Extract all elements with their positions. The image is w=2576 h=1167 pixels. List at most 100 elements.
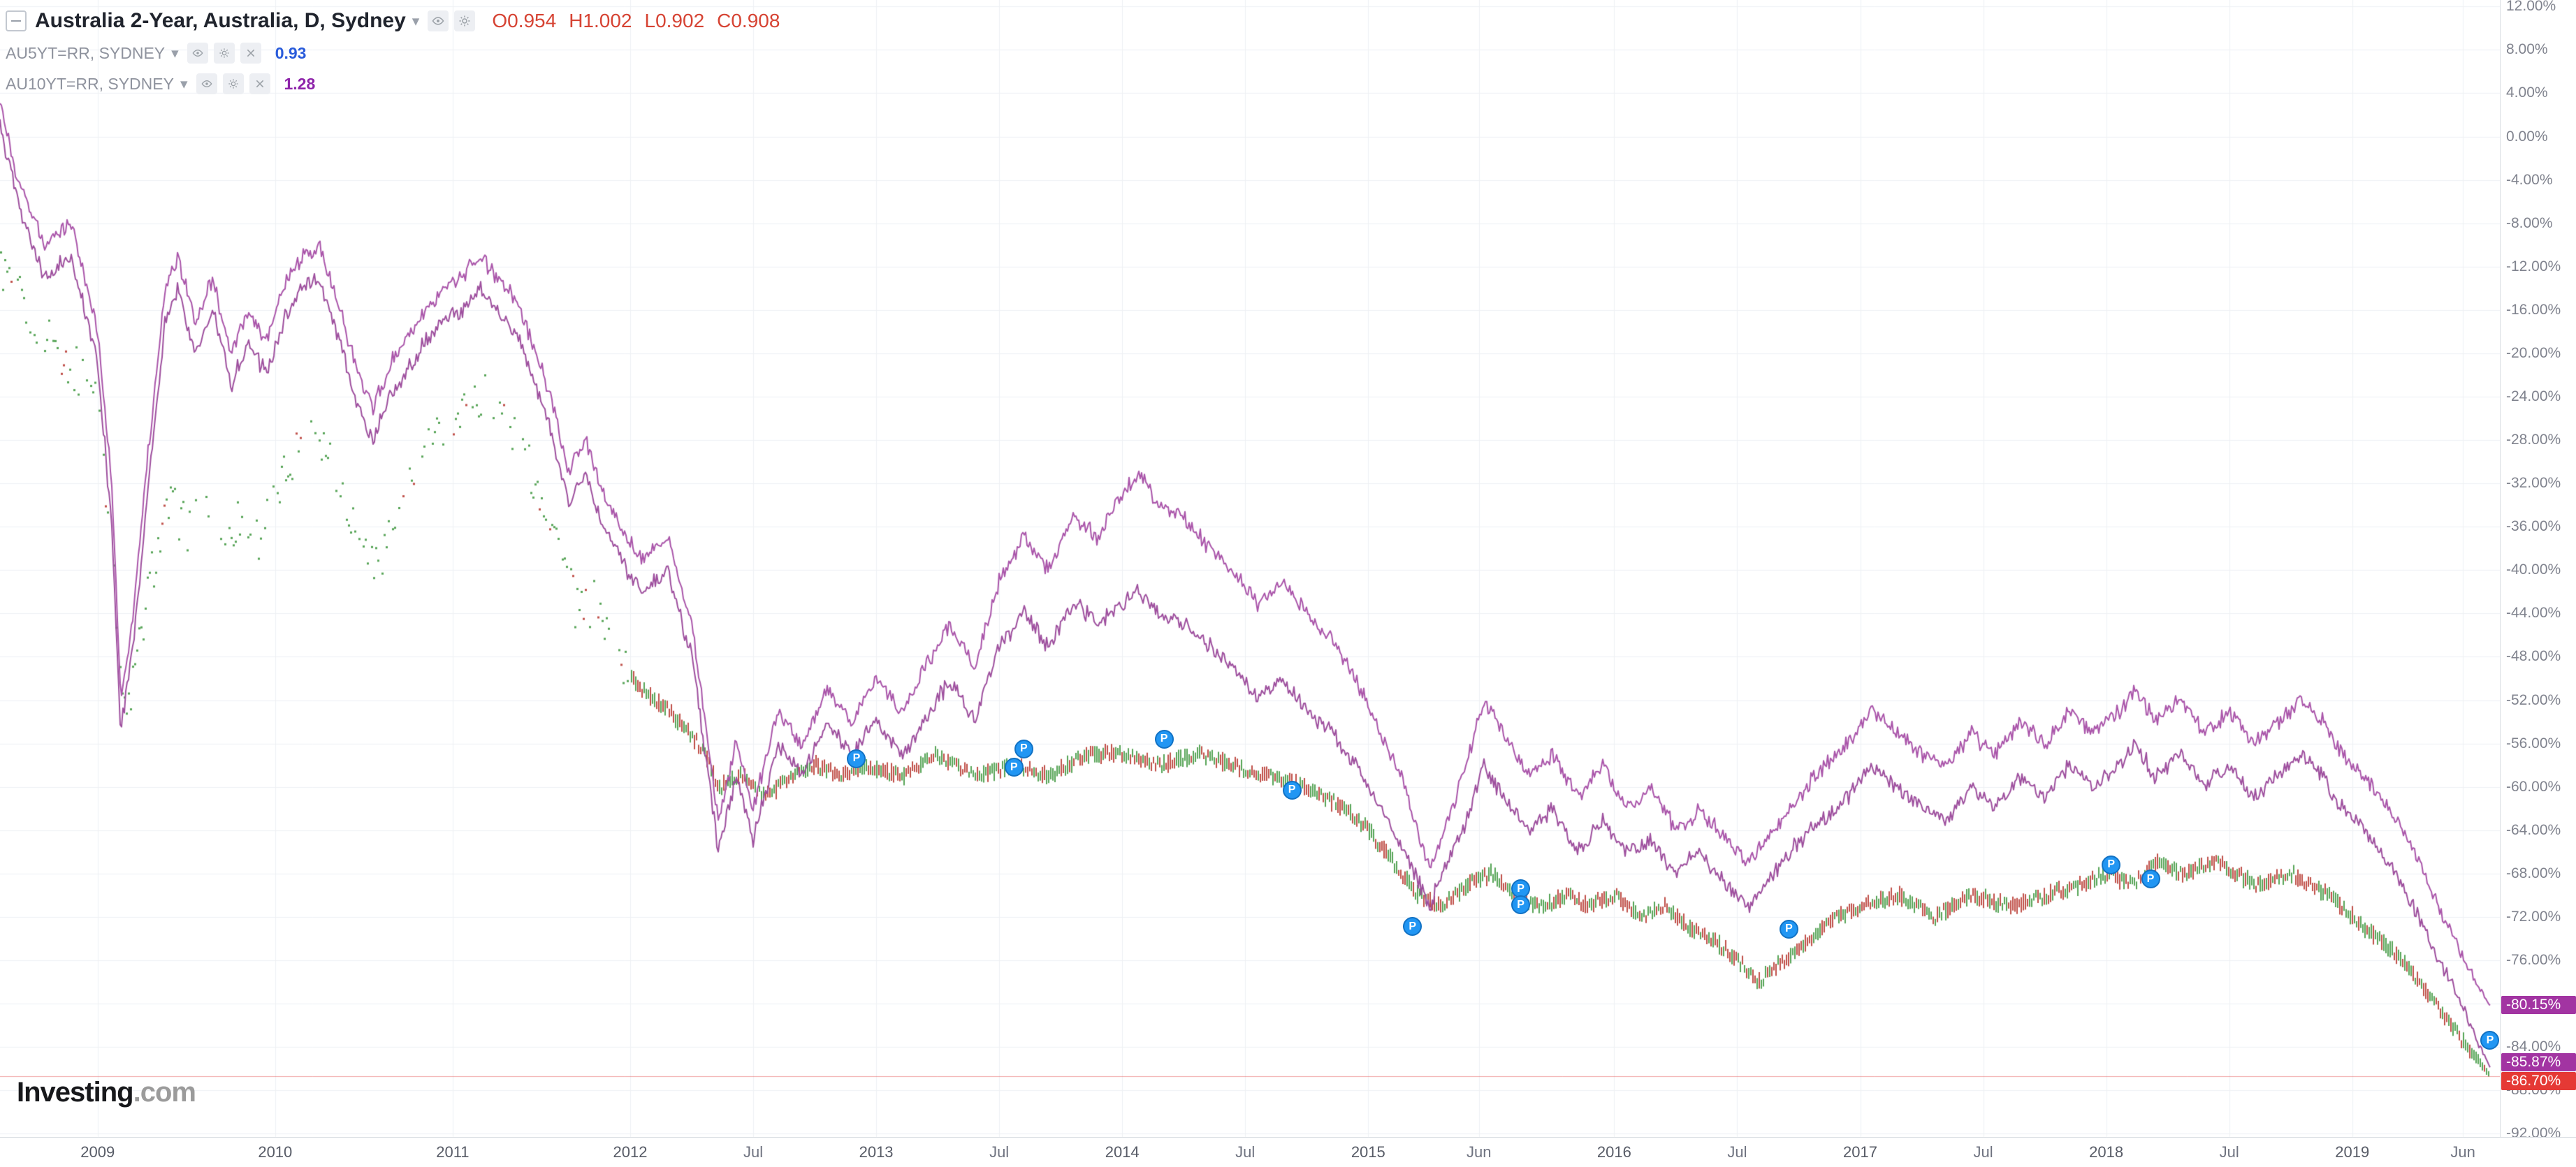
gear-icon <box>459 15 470 27</box>
event-marker[interactable]: P <box>2480 1031 2500 1050</box>
remove-series-button[interactable] <box>240 43 261 64</box>
settings-icon-button[interactable] <box>222 73 244 94</box>
price-axis-label: -16.00% <box>2506 301 2561 318</box>
low-value: L0.902 <box>644 10 705 31</box>
remove-series-button[interactable] <box>249 73 270 94</box>
event-marker[interactable]: P <box>2102 855 2121 874</box>
compare-row-au5yt: AU5YT=RR, SYDNEY ▾ 0.93 <box>6 39 792 67</box>
chevron-down-icon[interactable]: ▾ <box>171 45 179 61</box>
time-axis-label: Jul <box>743 1143 764 1161</box>
price-chart-canvas[interactable] <box>0 0 2500 1137</box>
price-axis-label: -36.00% <box>2506 518 2561 535</box>
compare-row-au10yt: AU10YT=RR, SYDNEY ▾ 1.28 <box>6 70 792 98</box>
price-axis-label: -56.00% <box>2506 735 2561 751</box>
event-marker[interactable]: P <box>2141 869 2160 889</box>
price-axis-label: -76.00% <box>2506 952 2561 969</box>
settings-icon-button[interactable] <box>454 10 476 31</box>
time-axis-label: Jul <box>989 1143 1010 1161</box>
time-axis-label: 2012 <box>613 1143 648 1161</box>
symbol-title[interactable]: Australia 2-Year, Australia, D, Sydney <box>35 9 406 32</box>
time-axis-label: 2010 <box>258 1143 293 1161</box>
price-axis-badge: -85.87% <box>2501 1053 2576 1072</box>
price-axis-label: 8.00% <box>2506 41 2548 58</box>
eye-icon <box>432 17 444 25</box>
chevron-down-icon[interactable]: ▾ <box>412 13 420 29</box>
price-axis-label: -8.00% <box>2506 214 2553 231</box>
legend: Australia 2-Year, Australia, D, Sydney ▾… <box>6 6 792 101</box>
compare-symbol-value: 0.93 <box>275 43 307 62</box>
compare-symbol-label[interactable]: AU10YT=RR, SYDNEY <box>6 74 174 93</box>
price-axis-label: 4.00% <box>2506 85 2548 101</box>
price-axis-label: -40.00% <box>2506 562 2561 578</box>
time-axis-label: 2013 <box>859 1143 894 1161</box>
close-icon <box>256 80 263 88</box>
price-axis-label: -20.00% <box>2506 344 2561 361</box>
time-axis-label: Jul <box>1973 1143 1993 1161</box>
eye-icon-button[interactable] <box>187 43 208 64</box>
minus-icon <box>11 20 21 22</box>
price-axis-label: -84.00% <box>2506 1038 2561 1055</box>
time-axis-label: Jul <box>1235 1143 1256 1161</box>
price-axis-label: -32.00% <box>2506 475 2561 492</box>
time-axis-label: Jul <box>1727 1143 1747 1161</box>
price-axis-badge: -86.70% <box>2501 1072 2576 1091</box>
open-value: O0.954 <box>492 10 557 31</box>
price-axis-label: -60.00% <box>2506 778 2561 795</box>
eye-icon <box>192 49 203 57</box>
price-axis-label: -68.00% <box>2506 865 2561 881</box>
compare-symbol-value: 1.28 <box>284 74 316 93</box>
price-axis-label: -44.00% <box>2506 605 2561 622</box>
time-axis[interactable]: 2009 2010 2011 2012 Jul 2013 Jul 2014 Jul 2015 Jun… <box>0 1137 2576 1167</box>
price-axis[interactable]: 12.00% 8.00% 4.00% 0.00% -4.00% -8.00% -12.00%… <box>2500 0 2576 1141</box>
time-axis-label: Jun <box>2450 1143 2475 1161</box>
event-marker[interactable]: P <box>1154 729 1174 749</box>
price-axis-label: -52.00% <box>2506 691 2561 708</box>
eye-icon <box>201 80 212 88</box>
event-marker[interactable]: P <box>1779 919 1798 939</box>
event-marker[interactable]: P <box>1282 780 1302 800</box>
time-axis-label: 2017 <box>1843 1143 1877 1161</box>
main-symbol-row: Australia 2-Year, Australia, D, Sydney ▾… <box>6 6 792 36</box>
settings-icon-button[interactable] <box>213 43 235 64</box>
price-axis-label: 0.00% <box>2506 128 2548 145</box>
time-axis-label: 2009 <box>80 1143 115 1161</box>
price-axis-label: -72.00% <box>2506 908 2561 925</box>
chevron-down-icon[interactable]: ▾ <box>180 75 188 92</box>
event-marker[interactable]: P <box>1403 917 1422 937</box>
legend-collapse-button[interactable] <box>6 10 27 31</box>
ohlc-values: O0.954 H1.002 L0.902 C0.908 <box>492 10 792 32</box>
investing-logo[interactable]: Investing.com <box>17 1077 196 1108</box>
time-axis-label: Jul <box>2219 1143 2239 1161</box>
investing-logo-text: Investing <box>17 1077 134 1108</box>
eye-icon-button[interactable] <box>196 73 217 94</box>
price-axis-badge: -80.15% <box>2501 996 2576 1015</box>
close-icon <box>247 49 254 57</box>
time-axis-label: 2015 <box>1351 1143 1385 1161</box>
event-marker[interactable]: P <box>847 749 866 768</box>
gear-icon <box>228 79 238 89</box>
price-axis-label: -12.00% <box>2506 258 2561 274</box>
price-axis-label: 12.00% <box>2506 0 2556 15</box>
high-value: H1.002 <box>569 10 632 31</box>
time-axis-label: 2014 <box>1105 1143 1140 1161</box>
time-axis-label: 2011 <box>436 1143 470 1161</box>
event-marker[interactable]: P <box>1004 758 1024 777</box>
event-marker[interactable]: P <box>1511 895 1531 915</box>
price-axis-label: -48.00% <box>2506 648 2561 665</box>
price-axis-label: -28.00% <box>2506 432 2561 448</box>
compare-symbol-label[interactable]: AU5YT=RR, SYDNEY <box>6 43 166 62</box>
price-axis-label: -4.00% <box>2506 171 2553 188</box>
time-axis-label: 2018 <box>2089 1143 2124 1161</box>
close-value: C0.908 <box>717 10 780 31</box>
event-marker[interactable]: P <box>1014 739 1033 758</box>
investing-logo-suffix: .com <box>133 1077 196 1108</box>
price-axis-label: -64.00% <box>2506 821 2561 838</box>
gear-icon <box>219 48 229 58</box>
time-axis-label: 2016 <box>1596 1143 1631 1161</box>
time-axis-label: 2019 <box>2335 1143 2370 1161</box>
price-axis-label: -24.00% <box>2506 388 2561 404</box>
eye-icon-button[interactable] <box>428 10 449 31</box>
time-axis-label: Jun <box>1467 1143 1492 1161</box>
